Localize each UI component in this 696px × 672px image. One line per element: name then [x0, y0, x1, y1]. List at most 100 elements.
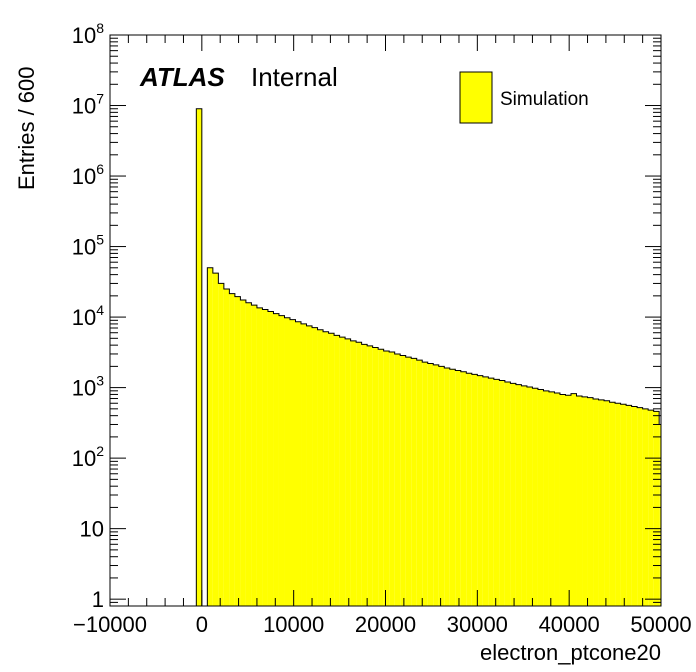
- histogram-bar: [515, 384, 522, 606]
- x-axis-title: electron_ptcone20: [480, 640, 661, 665]
- x-tick-label: 10000: [263, 612, 324, 637]
- histogram-bar: [256, 307, 263, 606]
- histogram-bar: [488, 378, 494, 606]
- atlas-label: ATLAS: [139, 62, 225, 92]
- histogram-bar: [433, 364, 439, 606]
- x-tick-labels: −10000 0 10000 20000 30000 40000 50000: [73, 612, 692, 637]
- y-tick-labels: 1 10 102 103 104 105 106 107 108: [72, 20, 104, 612]
- histogram-bar: [444, 367, 450, 606]
- histogram-bar: [593, 398, 599, 606]
- histogram-bar: [499, 380, 505, 606]
- histogram-bar: [493, 379, 500, 606]
- atlas-status-label: Internal: [251, 62, 338, 92]
- histogram-bar: [383, 351, 390, 606]
- histogram-bar: [521, 385, 527, 606]
- histogram-bar: [306, 325, 313, 606]
- x-tick-label: 20000: [355, 612, 416, 637]
- y-tick-label: 102: [72, 443, 104, 471]
- histogram-bar: [405, 357, 412, 606]
- histogram-bar: [196, 108, 202, 606]
- histogram-bar: [262, 309, 268, 606]
- histogram-bar: [212, 273, 219, 606]
- histogram-bar: [234, 296, 241, 606]
- histogram-bar: [642, 408, 649, 606]
- histogram-bar: [312, 327, 318, 606]
- histogram-bar: [295, 321, 302, 606]
- histogram-bar: [576, 396, 583, 606]
- histogram-bar: [626, 405, 632, 606]
- axes: [109, 34, 662, 607]
- histogram-bar: [400, 355, 406, 606]
- histogram-bar: [389, 351, 395, 606]
- y-axis-title: Entries / 600: [14, 66, 39, 190]
- x-tick-label: 30000: [447, 612, 508, 637]
- x-tick-label: 50000: [630, 612, 691, 637]
- histogram-bar: [620, 404, 627, 606]
- histogram-bar: [449, 369, 456, 606]
- histogram-bar: [394, 353, 401, 606]
- histogram-bar: [301, 323, 307, 606]
- histogram-bar: [207, 267, 213, 606]
- histogram-bar: [284, 317, 290, 606]
- histogram-bar: [367, 345, 373, 606]
- histogram-bar: [339, 337, 346, 606]
- histogram-bar: [609, 402, 616, 606]
- x-tick-label: −10000: [73, 612, 147, 637]
- histogram-bar: [411, 358, 417, 606]
- histogram-bar: [345, 338, 351, 606]
- histogram-bar: [223, 289, 230, 606]
- x-tick-label: 0: [196, 612, 208, 637]
- legend-swatch-simulation: [459, 71, 493, 124]
- histogram-bar: [378, 349, 384, 606]
- histogram-bar: [510, 383, 516, 606]
- histogram-bar: [559, 394, 566, 606]
- histogram-bar: [537, 389, 544, 606]
- histogram-bar: [482, 376, 489, 606]
- histogram-bar: [659, 424, 661, 606]
- histogram-bar: [615, 403, 621, 606]
- histogram-bar: [240, 299, 246, 606]
- histogram-bar: [278, 315, 285, 606]
- y-tick-label: 105: [72, 232, 104, 260]
- histogram-bar: [466, 373, 472, 606]
- histogram-bar: [631, 406, 638, 606]
- histogram-bar: [229, 293, 235, 606]
- histogram-bar: [548, 391, 555, 606]
- histogram-bar: [571, 393, 577, 606]
- legend-label-simulation: Simulation: [500, 89, 589, 110]
- histogram-bar: [604, 400, 610, 606]
- histogram-bar: [245, 302, 252, 606]
- histogram-bar: [251, 305, 257, 606]
- histogram-bar: [361, 344, 368, 606]
- x-tick-label: 40000: [539, 612, 600, 637]
- histogram-bar: [372, 347, 379, 606]
- histogram-bar: [543, 390, 549, 606]
- histogram-bar: [317, 329, 324, 606]
- y-tick-label: 106: [72, 161, 104, 189]
- histogram-bar: [438, 366, 445, 606]
- histogram-bar: [582, 396, 588, 606]
- histogram-bar: [273, 313, 279, 606]
- y-tick-label: 103: [72, 373, 104, 401]
- histogram-bar: [653, 411, 660, 606]
- y-tick-label: 1: [92, 587, 104, 612]
- histogram-bar: [526, 386, 533, 606]
- y-tick-label: 10: [80, 517, 104, 542]
- histogram-bar: [416, 360, 423, 606]
- y-tick-label: 108: [72, 20, 104, 48]
- histogram-bar: [323, 331, 329, 606]
- histogram-bar: [504, 382, 511, 606]
- histogram-bar: [648, 410, 654, 606]
- histogram-bar: [218, 283, 224, 606]
- histogram-bar: [455, 370, 461, 606]
- histogram-bar: [334, 335, 340, 606]
- histogram-bar: [267, 311, 274, 606]
- histogram-bar: [637, 407, 643, 606]
- y-tick-label: 107: [72, 91, 104, 119]
- histogram-bar: [350, 340, 357, 606]
- histogram-bar: [422, 362, 428, 606]
- histogram-bar: [587, 397, 594, 606]
- histogram-bar: [328, 333, 335, 606]
- histogram-bar: [532, 388, 538, 606]
